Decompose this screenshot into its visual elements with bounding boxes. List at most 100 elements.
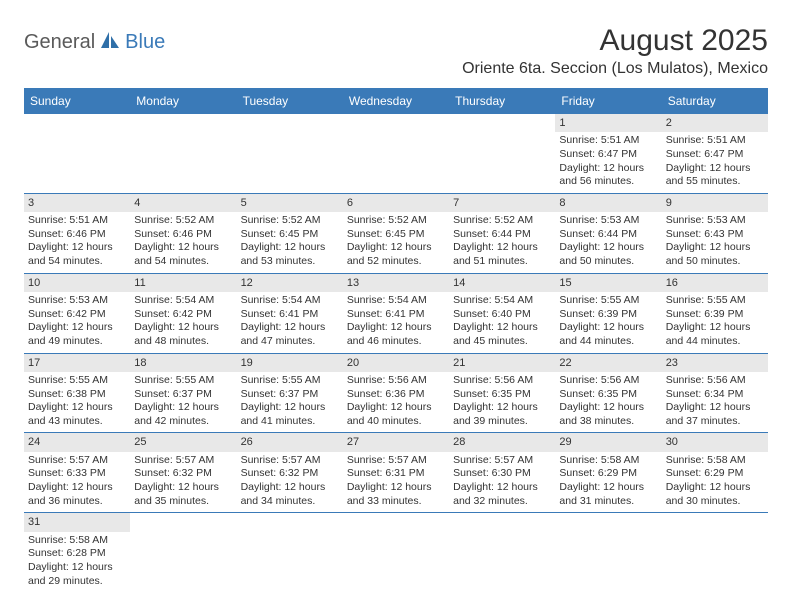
- daylight-line: Daylight: 12 hours and 50 minutes.: [666, 241, 764, 268]
- day-details: Sunrise: 5:55 AMSunset: 6:37 PMDaylight:…: [237, 372, 343, 433]
- sunrise-line: Sunrise: 5:55 AM: [559, 294, 657, 308]
- daylight-line: Daylight: 12 hours and 56 minutes.: [559, 162, 657, 189]
- calendar-day-cell: 22Sunrise: 5:56 AMSunset: 6:35 PMDayligh…: [555, 354, 661, 433]
- calendar-empty-cell: [24, 114, 130, 193]
- day-details: Sunrise: 5:58 AMSunset: 6:28 PMDaylight:…: [24, 532, 130, 593]
- sunset-line: Sunset: 6:32 PM: [241, 467, 339, 481]
- day-number: 4: [130, 194, 236, 212]
- sunset-line: Sunset: 6:45 PM: [347, 228, 445, 242]
- calendar-day-cell: 14Sunrise: 5:54 AMSunset: 6:40 PMDayligh…: [449, 274, 555, 353]
- sunset-line: Sunset: 6:39 PM: [559, 308, 657, 322]
- day-details: Sunrise: 5:55 AMSunset: 6:37 PMDaylight:…: [130, 372, 236, 433]
- day-details: Sunrise: 5:58 AMSunset: 6:29 PMDaylight:…: [555, 452, 661, 513]
- day-details: Sunrise: 5:55 AMSunset: 6:39 PMDaylight:…: [555, 292, 661, 353]
- sunset-line: Sunset: 6:34 PM: [666, 388, 764, 402]
- calendar-header-row: SundayMondayTuesdayWednesdayThursdayFrid…: [24, 88, 768, 114]
- day-details: Sunrise: 5:54 AMSunset: 6:41 PMDaylight:…: [237, 292, 343, 353]
- daylight-line: Daylight: 12 hours and 34 minutes.: [241, 481, 339, 508]
- calendar-empty-cell: [449, 513, 555, 592]
- day-details: Sunrise: 5:56 AMSunset: 6:34 PMDaylight:…: [662, 372, 768, 433]
- weekday-header: Wednesday: [343, 88, 449, 114]
- day-details: Sunrise: 5:54 AMSunset: 6:41 PMDaylight:…: [343, 292, 449, 353]
- daylight-line: Daylight: 12 hours and 53 minutes.: [241, 241, 339, 268]
- sunrise-line: Sunrise: 5:54 AM: [453, 294, 551, 308]
- day-details: Sunrise: 5:54 AMSunset: 6:42 PMDaylight:…: [130, 292, 236, 353]
- day-number: 1: [555, 114, 661, 132]
- sunrise-line: Sunrise: 5:52 AM: [241, 214, 339, 228]
- calendar-empty-cell: [237, 114, 343, 193]
- day-details: Sunrise: 5:57 AMSunset: 6:33 PMDaylight:…: [24, 452, 130, 513]
- calendar-day-cell: 3Sunrise: 5:51 AMSunset: 6:46 PMDaylight…: [24, 194, 130, 273]
- calendar-empty-cell: [130, 114, 236, 193]
- sunrise-line: Sunrise: 5:52 AM: [134, 214, 232, 228]
- daylight-line: Daylight: 12 hours and 50 minutes.: [559, 241, 657, 268]
- calendar-day-cell: 8Sunrise: 5:53 AMSunset: 6:44 PMDaylight…: [555, 194, 661, 273]
- sunset-line: Sunset: 6:39 PM: [666, 308, 764, 322]
- sunset-line: Sunset: 6:43 PM: [666, 228, 764, 242]
- sunrise-line: Sunrise: 5:57 AM: [134, 454, 232, 468]
- day-number: 13: [343, 274, 449, 292]
- sunrise-line: Sunrise: 5:54 AM: [347, 294, 445, 308]
- sunset-line: Sunset: 6:38 PM: [28, 388, 126, 402]
- daylight-line: Daylight: 12 hours and 35 minutes.: [134, 481, 232, 508]
- calendar-day-cell: 16Sunrise: 5:55 AMSunset: 6:39 PMDayligh…: [662, 274, 768, 353]
- day-number: 8: [555, 194, 661, 212]
- daylight-line: Daylight: 12 hours and 32 minutes.: [453, 481, 551, 508]
- sunset-line: Sunset: 6:42 PM: [28, 308, 126, 322]
- daylight-line: Daylight: 12 hours and 42 minutes.: [134, 401, 232, 428]
- sunset-line: Sunset: 6:35 PM: [559, 388, 657, 402]
- weekday-header: Thursday: [449, 88, 555, 114]
- daylight-line: Daylight: 12 hours and 49 minutes.: [28, 321, 126, 348]
- sunset-line: Sunset: 6:37 PM: [241, 388, 339, 402]
- daylight-line: Daylight: 12 hours and 48 minutes.: [134, 321, 232, 348]
- day-details: Sunrise: 5:52 AMSunset: 6:44 PMDaylight:…: [449, 212, 555, 273]
- sunset-line: Sunset: 6:29 PM: [559, 467, 657, 481]
- day-number: 17: [24, 354, 130, 372]
- title-block: August 2025 Oriente 6ta. Seccion (Los Mu…: [462, 24, 768, 78]
- day-details: Sunrise: 5:51 AMSunset: 6:46 PMDaylight:…: [24, 212, 130, 273]
- sunrise-line: Sunrise: 5:58 AM: [28, 534, 126, 548]
- sunrise-line: Sunrise: 5:56 AM: [453, 374, 551, 388]
- day-details: Sunrise: 5:57 AMSunset: 6:30 PMDaylight:…: [449, 452, 555, 513]
- daylight-line: Daylight: 12 hours and 30 minutes.: [666, 481, 764, 508]
- daylight-line: Daylight: 12 hours and 54 minutes.: [134, 241, 232, 268]
- calendar-day-cell: 5Sunrise: 5:52 AMSunset: 6:45 PMDaylight…: [237, 194, 343, 273]
- daylight-line: Daylight: 12 hours and 33 minutes.: [347, 481, 445, 508]
- calendar-day-cell: 11Sunrise: 5:54 AMSunset: 6:42 PMDayligh…: [130, 274, 236, 353]
- day-number: 14: [449, 274, 555, 292]
- sunrise-line: Sunrise: 5:55 AM: [241, 374, 339, 388]
- daylight-line: Daylight: 12 hours and 29 minutes.: [28, 561, 126, 588]
- sunset-line: Sunset: 6:33 PM: [28, 467, 126, 481]
- daylight-line: Daylight: 12 hours and 51 minutes.: [453, 241, 551, 268]
- calendar-empty-cell: [130, 513, 236, 592]
- day-number: 24: [24, 433, 130, 451]
- daylight-line: Daylight: 12 hours and 44 minutes.: [559, 321, 657, 348]
- sunrise-line: Sunrise: 5:57 AM: [28, 454, 126, 468]
- calendar-day-cell: 15Sunrise: 5:55 AMSunset: 6:39 PMDayligh…: [555, 274, 661, 353]
- sunrise-line: Sunrise: 5:55 AM: [28, 374, 126, 388]
- day-details: Sunrise: 5:52 AMSunset: 6:46 PMDaylight:…: [130, 212, 236, 273]
- day-details: Sunrise: 5:57 AMSunset: 6:32 PMDaylight:…: [130, 452, 236, 513]
- sunset-line: Sunset: 6:29 PM: [666, 467, 764, 481]
- day-details: Sunrise: 5:57 AMSunset: 6:32 PMDaylight:…: [237, 452, 343, 513]
- day-number: 27: [343, 433, 449, 451]
- day-details: Sunrise: 5:56 AMSunset: 6:35 PMDaylight:…: [555, 372, 661, 433]
- sunrise-line: Sunrise: 5:53 AM: [666, 214, 764, 228]
- calendar-day-cell: 19Sunrise: 5:55 AMSunset: 6:37 PMDayligh…: [237, 354, 343, 433]
- day-number: 31: [24, 513, 130, 531]
- sunrise-line: Sunrise: 5:52 AM: [453, 214, 551, 228]
- daylight-line: Daylight: 12 hours and 41 minutes.: [241, 401, 339, 428]
- day-number: 23: [662, 354, 768, 372]
- calendar-week-row: 31Sunrise: 5:58 AMSunset: 6:28 PMDayligh…: [24, 513, 768, 592]
- sunrise-line: Sunrise: 5:58 AM: [559, 454, 657, 468]
- sunrise-line: Sunrise: 5:57 AM: [347, 454, 445, 468]
- day-number: 22: [555, 354, 661, 372]
- sunset-line: Sunset: 6:30 PM: [453, 467, 551, 481]
- calendar-day-cell: 29Sunrise: 5:58 AMSunset: 6:29 PMDayligh…: [555, 433, 661, 512]
- calendar: SundayMondayTuesdayWednesdayThursdayFrid…: [24, 88, 768, 592]
- calendar-day-cell: 1Sunrise: 5:51 AMSunset: 6:47 PMDaylight…: [555, 114, 661, 193]
- sunset-line: Sunset: 6:28 PM: [28, 547, 126, 561]
- logo-text-general: General: [24, 31, 95, 54]
- calendar-day-cell: 23Sunrise: 5:56 AMSunset: 6:34 PMDayligh…: [662, 354, 768, 433]
- sunrise-line: Sunrise: 5:51 AM: [28, 214, 126, 228]
